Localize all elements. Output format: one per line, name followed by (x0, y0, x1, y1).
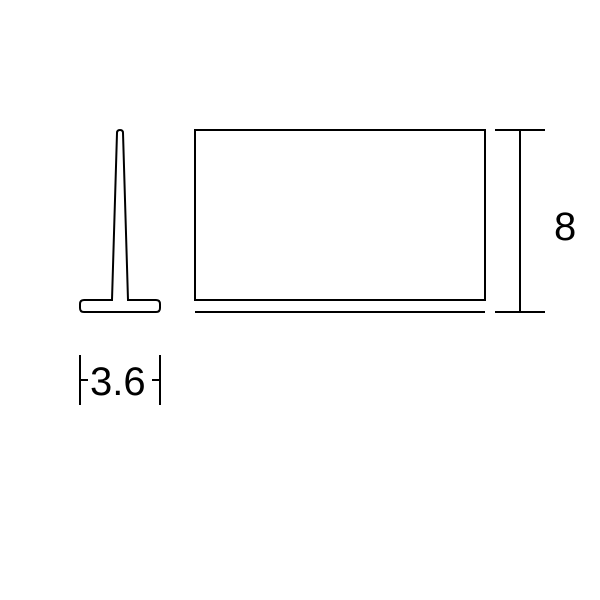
dim-height-label: 8 (554, 205, 576, 249)
dimension-width: 3.6 (80, 355, 160, 405)
side-elevation-rect (195, 130, 485, 300)
t-profile-front (80, 130, 160, 312)
engineering-drawing: 3.6 8 (0, 0, 600, 600)
dim-width-label: 3.6 (90, 360, 146, 404)
dimension-height: 8 (495, 130, 576, 312)
